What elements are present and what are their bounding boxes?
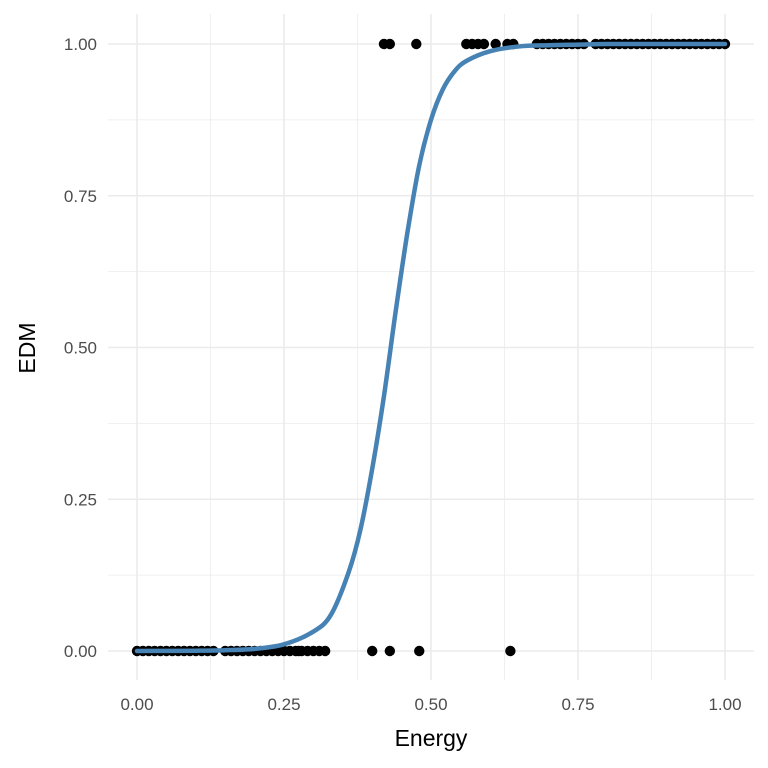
data-point xyxy=(414,645,425,657)
x-tick-label: 0.75 xyxy=(561,695,594,714)
y-tick-label: 0.75 xyxy=(64,187,97,206)
x-tick-label: 0.00 xyxy=(120,695,153,714)
fit-curve-layer xyxy=(134,41,728,654)
y-tick-label: 1.00 xyxy=(64,35,97,54)
y-tick-label: 0.50 xyxy=(64,339,97,358)
y-axis-tick-labels: 0.00 0.25 0.50 0.75 1.00 xyxy=(64,35,97,661)
fit-curve-line xyxy=(134,41,728,654)
x-axis-tick-labels: 0.00 0.25 0.50 0.75 1.00 xyxy=(120,695,741,714)
data-point xyxy=(411,38,422,50)
x-tick-label: 0.50 xyxy=(414,695,447,714)
y-tick-label: 0.25 xyxy=(64,490,97,509)
data-point xyxy=(505,645,516,657)
data-point xyxy=(384,645,396,657)
x-tick-label: 0.25 xyxy=(267,695,300,714)
data-point xyxy=(490,38,501,50)
x-axis-title: Energy xyxy=(395,725,468,751)
data-point xyxy=(319,645,331,657)
data-point xyxy=(367,645,378,657)
data-point xyxy=(384,38,396,50)
major-gridlines xyxy=(108,14,754,680)
x-tick-label: 1.00 xyxy=(708,695,741,714)
y-tick-label: 0.00 xyxy=(64,642,97,661)
data-point xyxy=(478,38,490,50)
y-axis-title: EDM xyxy=(14,322,40,373)
